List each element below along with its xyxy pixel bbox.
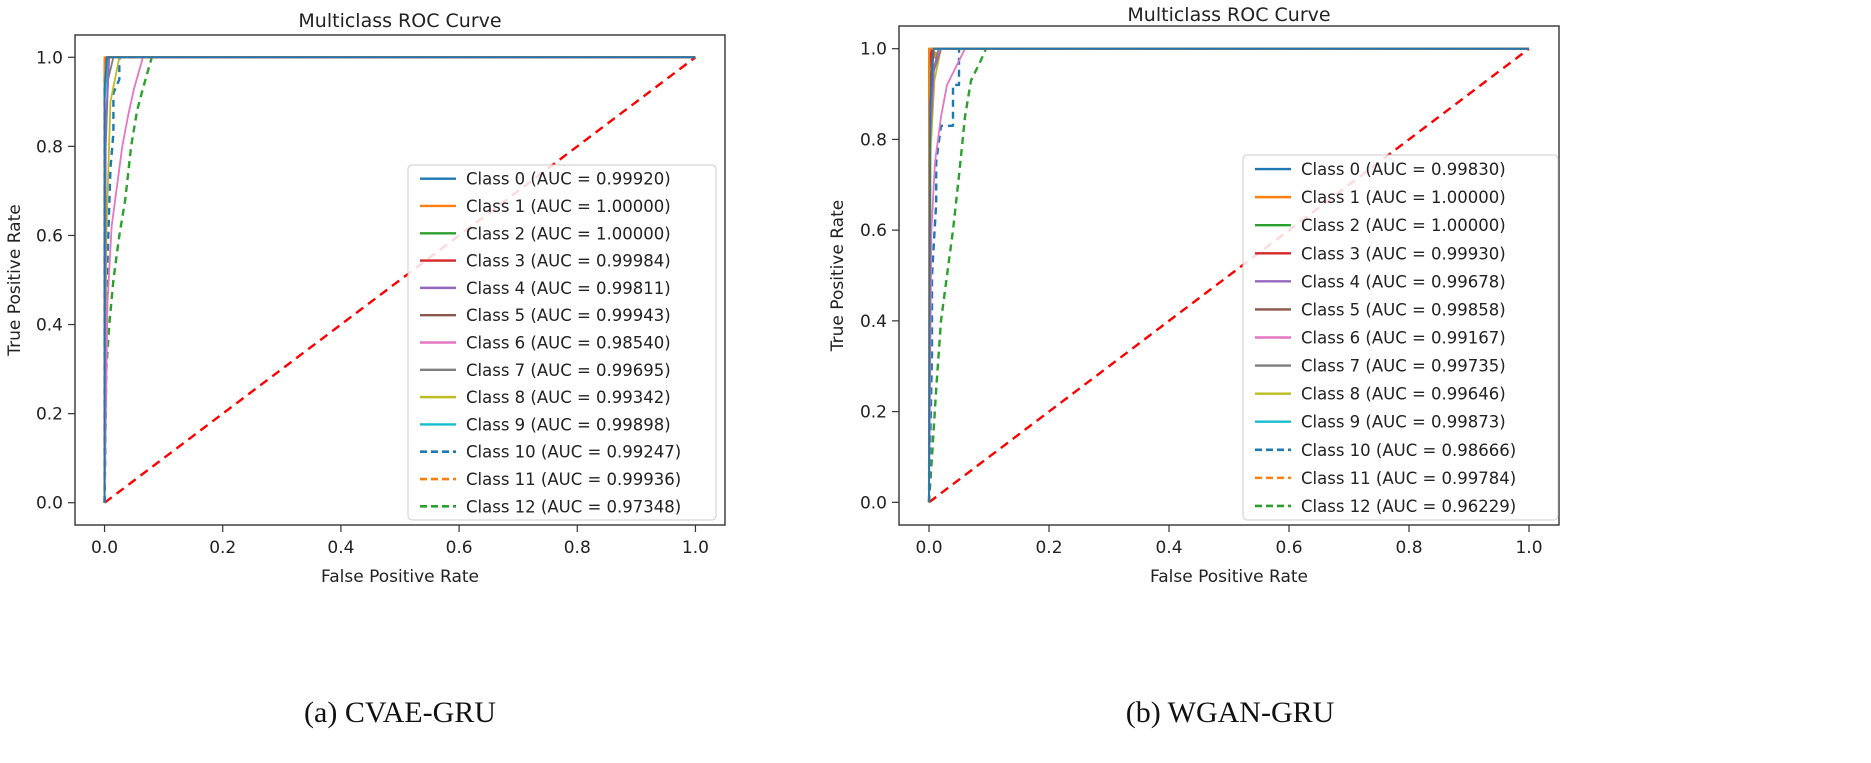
legend-label-class-7: Class 7 (AUC = 0.99695) bbox=[466, 361, 671, 380]
y-tick-label: 0.2 bbox=[860, 403, 887, 423]
legend-label-class-10: Class 10 (AUC = 0.98666) bbox=[1301, 441, 1516, 460]
series-line-class-0 bbox=[928, 47, 1529, 503]
y-tick-label: 0.6 bbox=[860, 221, 887, 241]
x-tick-label: 0.0 bbox=[91, 538, 118, 558]
legend-label-class-1: Class 1 (AUC = 1.00000) bbox=[1301, 188, 1506, 207]
y-tick-label: 0.0 bbox=[36, 494, 63, 514]
x-tick-label: 0.2 bbox=[209, 538, 236, 558]
legend-label-class-0: Class 0 (AUC = 0.99920) bbox=[466, 170, 671, 189]
legend-label-class-9: Class 9 (AUC = 0.99873) bbox=[1301, 413, 1506, 432]
legend-label-class-4: Class 4 (AUC = 0.99811) bbox=[466, 279, 671, 298]
chart-title: Multiclass ROC Curve bbox=[298, 10, 501, 32]
panel-a-cvae-gru: 0.0 0.2 0.4 0.6 0.8 1.0 0.0 0.2 0.4 0.6 0.8 1.0 Mult… bbox=[5, 10, 726, 729]
series-layer bbox=[103, 56, 697, 504]
x-tick-label: 0.4 bbox=[1155, 538, 1182, 558]
legend-label-class-3: Class 3 (AUC = 0.99984) bbox=[466, 252, 671, 271]
y-tick-label: 1.0 bbox=[36, 48, 63, 68]
legend-box bbox=[1242, 154, 1559, 521]
legend-box bbox=[407, 164, 717, 521]
series-line-class-6 bbox=[103, 56, 696, 503]
legend-label-class-2: Class 2 (AUC = 1.00000) bbox=[1301, 216, 1506, 235]
figure-caption: (a) CVAE-GRU bbox=[304, 696, 496, 729]
x-tick-label: 0.8 bbox=[1395, 538, 1422, 558]
y-tick-label: 0.4 bbox=[860, 312, 887, 332]
series-line-class-12 bbox=[103, 56, 696, 503]
series-line-class-0 bbox=[103, 56, 696, 503]
legend-label-class-11: Class 11 (AUC = 0.99784) bbox=[1301, 469, 1516, 488]
series-layer bbox=[927, 47, 1530, 504]
x-tick-label: 0.4 bbox=[327, 538, 354, 558]
y-axis-label: True Positive Rate bbox=[5, 204, 25, 356]
x-tick-label: 0.2 bbox=[1035, 538, 1062, 558]
legend-label-class-9: Class 9 (AUC = 0.99898) bbox=[466, 415, 671, 434]
y-tick-label: 0.8 bbox=[860, 130, 887, 150]
series-line-class-6 bbox=[928, 47, 1529, 503]
x-axis-label: False Positive Rate bbox=[1150, 567, 1308, 587]
x-tick-label: 0.6 bbox=[1275, 538, 1302, 558]
series-line-class-10 bbox=[927, 47, 1529, 503]
legend-label-class-4: Class 4 (AUC = 0.99678) bbox=[1301, 272, 1506, 291]
x-tick-label: 0.0 bbox=[915, 538, 942, 558]
x-tick-label: 1.0 bbox=[1515, 538, 1542, 558]
legend-label-class-5: Class 5 (AUC = 0.99858) bbox=[1301, 300, 1506, 319]
legend-label-class-8: Class 8 (AUC = 0.99646) bbox=[1301, 385, 1506, 404]
legend-label-class-10: Class 10 (AUC = 0.99247) bbox=[466, 443, 681, 462]
legend-label-class-6: Class 6 (AUC = 0.98540) bbox=[466, 334, 671, 353]
y-tick-label: 1.0 bbox=[860, 40, 887, 60]
legend-label-class-12: Class 12 (AUC = 0.97348) bbox=[466, 497, 681, 516]
y-axis-label: True Positive Rate bbox=[828, 200, 848, 352]
legend-label-class-7: Class 7 (AUC = 0.99735) bbox=[1301, 357, 1506, 376]
legend: Class 0 (AUC = 0.99920) Class 1 (AUC = 1.… bbox=[407, 164, 717, 521]
x-tick-label: 1.0 bbox=[682, 538, 709, 558]
y-tick-label: 0.2 bbox=[36, 405, 63, 425]
panel-b-wgan-gru: 0.0 0.2 0.4 0.6 0.8 1.0 0.0 0.2 0.4 0.6 0.8 1.0 Mult… bbox=[828, 4, 1560, 729]
legend-label-class-11: Class 11 (AUC = 0.99936) bbox=[466, 470, 681, 489]
x-tick-label: 0.8 bbox=[564, 538, 591, 558]
legend-label-class-2: Class 2 (AUC = 1.00000) bbox=[466, 224, 671, 243]
y-tick-label: 0.8 bbox=[36, 137, 63, 157]
legend-label-class-8: Class 8 (AUC = 0.99342) bbox=[466, 388, 671, 407]
legend-label-class-5: Class 5 (AUC = 0.99943) bbox=[466, 306, 671, 325]
chart-title: Multiclass ROC Curve bbox=[1127, 4, 1330, 26]
y-tick-label: 0.4 bbox=[36, 316, 63, 336]
series-line-class-10 bbox=[103, 56, 696, 503]
legend: Class 0 (AUC = 0.99830) Class 1 (AUC = 1.… bbox=[1242, 154, 1559, 521]
chance-diagonal bbox=[928, 47, 1530, 504]
legend-label-class-12: Class 12 (AUC = 0.96229) bbox=[1301, 497, 1516, 516]
x-tick-label: 0.6 bbox=[446, 538, 473, 558]
x-axis-label: False Positive Rate bbox=[321, 567, 479, 587]
chance-diagonal bbox=[103, 56, 697, 504]
figure-caption: (b) WGAN-GRU bbox=[1126, 696, 1335, 729]
legend-label-class-6: Class 6 (AUC = 0.99167) bbox=[1301, 329, 1506, 348]
legend-label-class-3: Class 3 (AUC = 0.99930) bbox=[1301, 244, 1506, 263]
legend-label-class-0: Class 0 (AUC = 0.99830) bbox=[1301, 160, 1506, 179]
legend-label-class-1: Class 1 (AUC = 1.00000) bbox=[466, 197, 671, 216]
series-line-class-12 bbox=[927, 47, 1529, 503]
y-tick-label: 0.6 bbox=[36, 226, 63, 246]
y-tick-label: 0.0 bbox=[860, 493, 887, 513]
